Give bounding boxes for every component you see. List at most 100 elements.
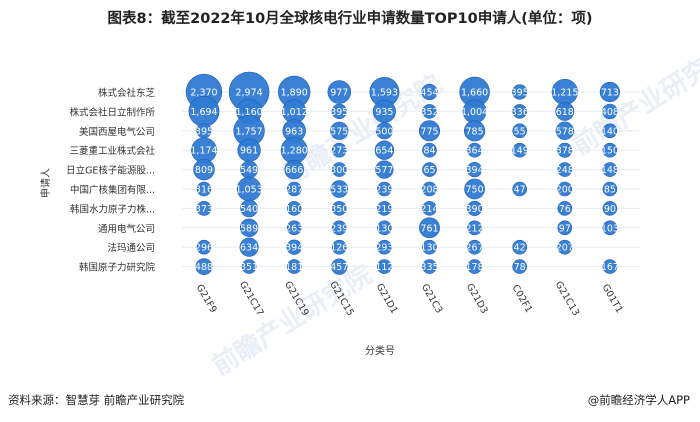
x-tick-label: G21C17	[237, 279, 266, 318]
bubble	[331, 201, 347, 216]
bubble-value-label: 578	[556, 126, 574, 137]
bubble	[239, 218, 259, 238]
bubble-value-label: 373	[195, 204, 213, 215]
bubble-value-label: 395	[195, 126, 213, 137]
bubble-value-label: 42	[514, 243, 526, 254]
bubble	[512, 84, 528, 100]
bubble-value-label: 97	[559, 223, 571, 234]
bubble-value-label: 394	[466, 165, 484, 176]
x-tick-label: G21D3	[464, 282, 490, 316]
bubble-value-label: 935	[375, 107, 393, 118]
bubble-value-label: 395	[511, 88, 529, 99]
source-note: 资料来源：智慧芽 前瞻产业研究院	[8, 393, 185, 407]
bubble	[377, 181, 392, 197]
bubble-value-label: 351	[240, 262, 258, 273]
y-tick-label: 韩国原子力研究院	[79, 262, 156, 274]
bubble-value-label: 364	[466, 146, 484, 157]
bubble	[602, 220, 618, 236]
bubble-value-label: 167	[601, 262, 619, 273]
bubble-value-label: 296	[195, 243, 213, 254]
bubble-value-label: 634	[240, 243, 258, 254]
bubble-value-label: 85	[604, 185, 616, 196]
bubble-value-label: 408	[601, 107, 619, 118]
bubble-value-label: 761	[420, 223, 438, 234]
x-tick-label: G21C13	[553, 279, 582, 318]
bubble	[602, 259, 618, 274]
bubble	[555, 121, 574, 140]
bubble	[377, 239, 392, 255]
bubble	[330, 180, 349, 198]
bubble-value-label: 248	[556, 165, 574, 176]
bubble	[602, 103, 618, 120]
bubble	[599, 81, 620, 103]
bubble-value-label: 103	[601, 223, 619, 234]
bubble	[286, 239, 302, 255]
bubble	[327, 80, 352, 104]
bubble-value-label: 181	[285, 262, 303, 273]
bubble-value-label: 2,974	[235, 88, 262, 99]
bubble-value-label: 549	[240, 165, 258, 176]
x-tick-label: C02F1	[510, 283, 535, 315]
bubble-value-label: 395	[330, 107, 348, 118]
bubble-value-label: 212	[466, 223, 484, 234]
bubble	[240, 199, 258, 218]
bubble	[602, 162, 618, 177]
bubble	[239, 237, 259, 257]
bubble-value-label: 160	[285, 204, 303, 215]
bubble-value-label: 1,593	[371, 88, 398, 99]
bubble-value-label: 785	[466, 126, 484, 137]
bubble	[422, 239, 437, 255]
bubble	[467, 239, 482, 255]
bubble	[557, 220, 573, 236]
bubble-value-label: 1,660	[461, 88, 488, 99]
bubble	[464, 178, 485, 200]
y-tick-label: 中国广核集团有限...	[70, 184, 155, 196]
bubble	[286, 181, 302, 197]
bubble-value-label: 335	[420, 262, 438, 273]
bubble	[330, 121, 349, 140]
bubble	[421, 83, 438, 101]
bubble-value-label: 1,757	[235, 126, 262, 137]
bubble	[602, 181, 618, 197]
bubble	[331, 239, 347, 255]
bubble	[557, 201, 573, 216]
bubble	[418, 120, 441, 142]
x-axis-title: 分类号	[365, 344, 395, 357]
bubble-value-label: 577	[375, 165, 393, 176]
bubble-value-label: 575	[330, 126, 348, 137]
x-tick-label: G21F9	[194, 283, 219, 315]
bubble	[196, 201, 212, 216]
bubble	[375, 122, 393, 140]
bubble-value-label: 454	[420, 88, 438, 99]
chart-title: 图表8：截至2022年10月全球核电行业申请数量TOP10申请人(单位：项)	[107, 11, 593, 27]
bubble	[286, 220, 302, 236]
bubble	[467, 259, 482, 274]
brand-note: @前瞻经济学人APP	[587, 393, 690, 407]
bubble-value-label: 457	[330, 262, 348, 273]
bubble	[331, 142, 347, 158]
y-tick-label: 日立GE核子能源股...	[66, 165, 155, 177]
bubble-value-label: 55	[514, 126, 526, 137]
bubble	[422, 104, 437, 119]
y-tick-label: 美国西屋电气公司	[79, 126, 155, 138]
bubble-value-label: 273	[330, 146, 348, 157]
bubble-value-label: 533	[330, 185, 348, 196]
bubble-value-label: 140	[601, 126, 619, 137]
bubble	[467, 220, 482, 236]
bubble	[557, 142, 573, 158]
bubble	[193, 158, 215, 181]
bubble	[286, 201, 302, 216]
bubble-value-label: 1,004	[461, 107, 488, 118]
bubble-value-label: 378	[556, 146, 574, 157]
bubble-value-label: 654	[375, 146, 393, 157]
bubble-value-label: 1,215	[551, 88, 578, 99]
bubble-value-label: 200	[556, 185, 574, 196]
bubble	[557, 239, 573, 255]
bubble-value-label: 207	[556, 243, 574, 254]
bubble	[196, 239, 212, 255]
y-tick-label: 韩国水力原子力株...	[70, 203, 155, 215]
bubble-value-label: 84	[423, 146, 435, 157]
bubble-value-label: 775	[420, 126, 438, 137]
x-tick-label: G21C15	[327, 279, 356, 318]
